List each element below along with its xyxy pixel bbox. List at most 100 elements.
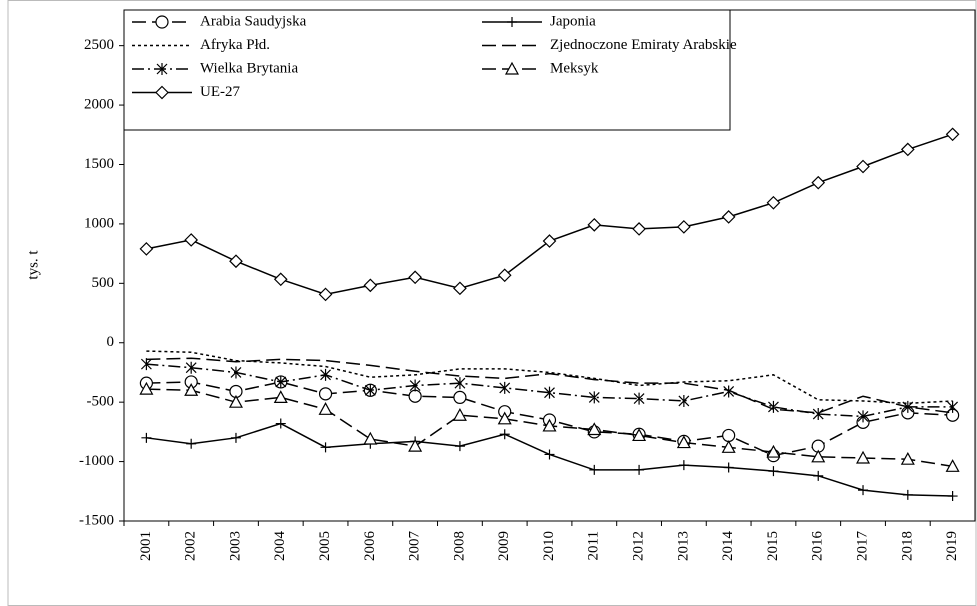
data-point <box>812 408 824 421</box>
data-point <box>721 440 736 453</box>
data-point <box>499 429 510 440</box>
y-tick-label: -1500 <box>79 512 114 528</box>
x-tick-label: 2003 <box>227 531 243 561</box>
data-point <box>364 384 376 397</box>
data-point <box>230 432 241 443</box>
legend-label: Wielka Brytania <box>200 60 298 76</box>
data-point <box>766 444 781 458</box>
data-point <box>811 449 826 463</box>
data-point <box>813 470 824 481</box>
data-point <box>320 368 331 381</box>
data-point <box>454 377 466 390</box>
x-tick-label: 2017 <box>854 531 870 562</box>
x-tick-label: 2010 <box>541 531 557 561</box>
y-axis-label: tys. t <box>25 250 41 280</box>
x-tick-label: 2007 <box>407 531 423 562</box>
data-point <box>228 394 243 408</box>
x-tick-label: 2013 <box>675 531 691 561</box>
data-point <box>408 438 423 452</box>
data-point <box>900 451 915 465</box>
x-tick-label: 2016 <box>810 531 826 562</box>
data-point <box>588 391 600 404</box>
data-point <box>184 383 199 396</box>
data-point <box>947 491 958 502</box>
x-tick-label: 2009 <box>496 531 512 561</box>
y-tick-label: 500 <box>92 275 115 291</box>
x-tick-label: 2015 <box>765 531 781 561</box>
data-point <box>633 392 645 405</box>
x-tick-label: 2004 <box>272 531 288 562</box>
data-point <box>722 428 736 443</box>
data-point <box>857 410 869 423</box>
data-point <box>363 431 378 445</box>
x-tick-label: 2018 <box>899 531 915 561</box>
data-point <box>632 222 646 236</box>
legend-marker <box>156 63 168 75</box>
data-point <box>723 462 734 473</box>
legend-marker <box>155 15 169 29</box>
data-point <box>454 441 465 452</box>
data-point <box>273 390 288 404</box>
data-point <box>497 268 512 283</box>
x-tick-label: 2002 <box>183 531 199 561</box>
data-point <box>678 460 689 471</box>
x-tick-label: 2008 <box>451 531 467 561</box>
data-point <box>186 438 197 449</box>
data-point <box>587 422 602 436</box>
series-line <box>146 422 953 497</box>
data-point <box>856 450 871 464</box>
data-point <box>768 466 779 477</box>
data-point <box>945 459 960 472</box>
x-tick-label: 2006 <box>362 531 378 562</box>
legend-label: Meksyk <box>550 60 599 76</box>
data-point <box>947 400 959 413</box>
data-point <box>184 233 199 247</box>
data-point <box>318 402 333 415</box>
data-point <box>632 428 647 442</box>
data-point <box>587 218 602 232</box>
data-point <box>452 407 467 421</box>
legend-label: UE-27 <box>200 84 240 100</box>
data-point <box>902 400 914 413</box>
data-point <box>229 254 243 269</box>
legend-label: Japonia <box>550 13 596 29</box>
y-tick-label: 2000 <box>84 97 114 113</box>
y-tick-label: -500 <box>87 394 115 410</box>
data-point <box>273 272 288 287</box>
x-tick-label: 2005 <box>317 531 333 561</box>
data-point <box>318 287 333 302</box>
data-point <box>811 175 826 190</box>
data-point <box>945 127 960 142</box>
legend-marker <box>504 61 520 75</box>
legend-label: Zjednoczone Emiraty Arabskie <box>550 37 737 53</box>
data-point <box>185 361 197 374</box>
x-tick-label: 2014 <box>720 531 736 562</box>
data-point <box>723 385 735 398</box>
data-point <box>544 449 555 460</box>
data-point <box>858 485 869 496</box>
data-point <box>363 278 378 293</box>
series-line <box>146 357 953 414</box>
data-point <box>499 381 511 394</box>
data-point <box>542 234 557 248</box>
data-point <box>721 210 736 224</box>
legend-marker <box>155 85 169 100</box>
data-point <box>275 375 287 388</box>
y-tick-label: 1000 <box>84 215 114 231</box>
x-tick-label: 2001 <box>138 531 154 561</box>
data-point <box>275 418 286 429</box>
data-point <box>140 358 152 371</box>
y-tick-label: 1500 <box>84 156 114 172</box>
x-tick-label: 2011 <box>586 531 602 560</box>
data-point <box>453 390 467 405</box>
data-point <box>677 220 691 234</box>
data-point <box>139 242 154 256</box>
data-point <box>453 281 467 296</box>
data-point <box>318 387 333 401</box>
y-tick-label: 0 <box>107 334 115 350</box>
legend-label: Afryka Płd. <box>200 37 270 53</box>
y-tick-label: -1000 <box>79 453 114 469</box>
x-tick-label: 2012 <box>631 531 647 561</box>
y-tick-label: 2500 <box>84 37 114 53</box>
